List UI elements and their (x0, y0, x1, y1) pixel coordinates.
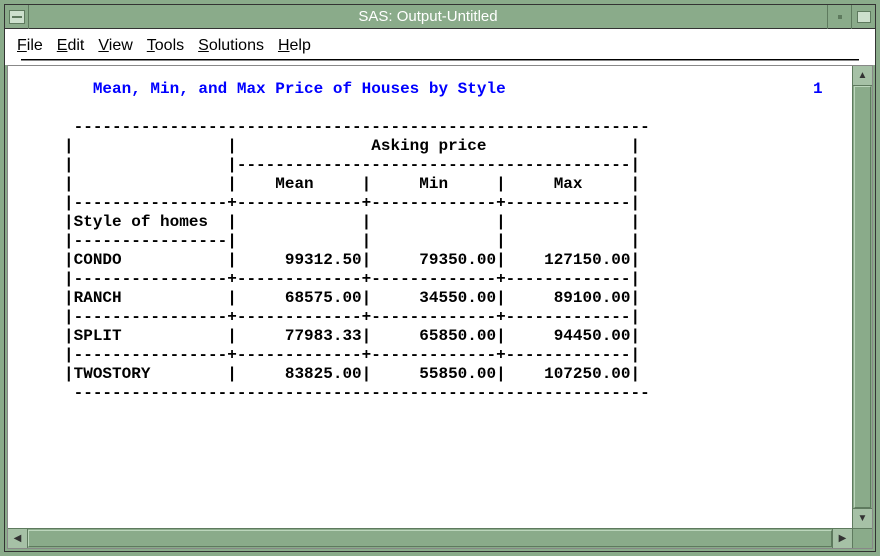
scroll-up-arrow[interactable]: ▲ (853, 66, 872, 86)
scroll-left-arrow[interactable]: ◀ (8, 529, 28, 548)
titlebar[interactable]: SAS: Output-Untitled (5, 5, 875, 29)
scroll-down-arrow[interactable]: ▼ (853, 508, 872, 528)
vscroll-thumb[interactable] (854, 86, 871, 508)
output-viewer: Mean, Min, and Max Price of Houses by St… (8, 66, 852, 528)
menu-help[interactable]: Help (278, 37, 311, 55)
menu-solutions[interactable]: Solutions (198, 37, 264, 55)
scroll-right-arrow[interactable]: ▶ (832, 529, 852, 548)
menu-tools[interactable]: Tools (147, 37, 184, 55)
vscroll-track[interactable] (853, 86, 872, 508)
menubar: File Edit View Tools Solutions Help (5, 29, 875, 65)
client-area: Mean, Min, and Max Price of Houses by St… (7, 65, 873, 549)
menu-file[interactable]: File (17, 37, 43, 55)
scrollbar-corner (852, 528, 872, 548)
window-title: SAS: Output-Untitled (29, 8, 827, 25)
vertical-scrollbar[interactable]: ▲ ▼ (852, 66, 872, 528)
app-window: SAS: Output-Untitled File Edit View Tools So… (4, 4, 876, 552)
maximize-button[interactable] (851, 5, 875, 29)
hscroll-track[interactable] (28, 529, 832, 548)
horizontal-scrollbar[interactable]: ◀ ▶ (8, 528, 852, 548)
menu-view[interactable]: View (98, 37, 132, 55)
menu-edit[interactable]: Edit (57, 37, 85, 55)
hscroll-thumb[interactable] (28, 530, 832, 547)
window-menu-button[interactable] (5, 5, 29, 29)
minimize-button[interactable] (827, 5, 851, 29)
